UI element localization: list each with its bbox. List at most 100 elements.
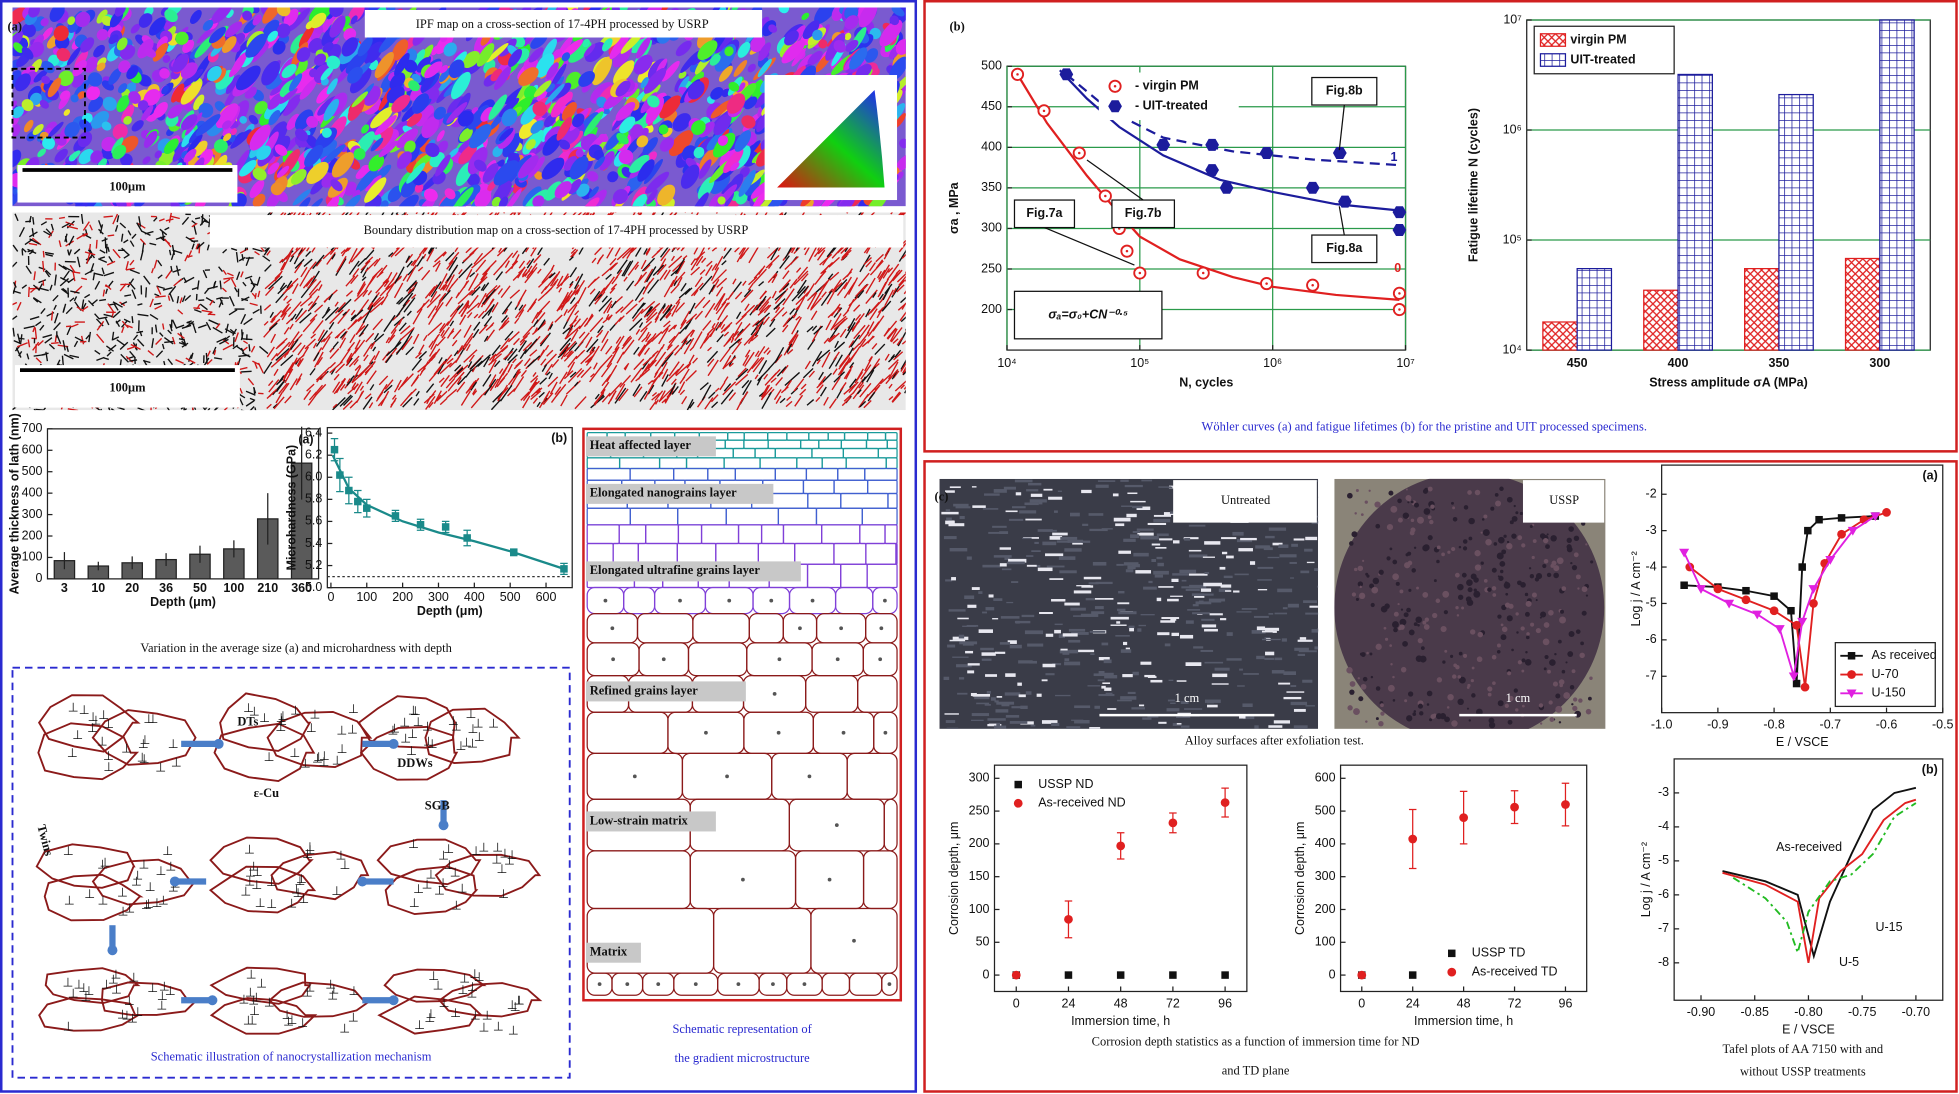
boundary (796, 295, 806, 311)
streak (1037, 567, 1053, 572)
streak (1257, 566, 1274, 569)
boundary (339, 348, 351, 364)
boundary (68, 235, 75, 246)
grain (568, 178, 582, 195)
streak (1265, 651, 1275, 656)
boundary (848, 347, 854, 356)
grain (341, 37, 359, 57)
boundary (126, 324, 133, 329)
boundary (901, 253, 906, 259)
grain (54, 148, 68, 163)
grain (215, 103, 239, 129)
boundary (606, 364, 618, 383)
boundary (442, 284, 448, 291)
boundary (551, 358, 560, 368)
boundary (646, 308, 657, 321)
grain (391, 94, 411, 113)
boundary (278, 375, 285, 383)
boundary (270, 333, 277, 344)
boundary (529, 377, 538, 391)
grain (736, 82, 746, 93)
grain (286, 113, 300, 131)
boundary (704, 397, 714, 410)
dislocation: ⊥ (450, 1006, 461, 1020)
boundary (473, 276, 488, 290)
streak (1268, 613, 1274, 615)
boundary (601, 330, 610, 344)
boundary (254, 250, 260, 256)
grain (304, 144, 324, 167)
boundary (642, 354, 656, 366)
boundary (308, 391, 317, 401)
boundary (364, 393, 372, 400)
boundary (12, 261, 18, 268)
dislocation: ⊥ (155, 761, 166, 775)
boundary (115, 319, 121, 324)
boundary (199, 303, 208, 311)
boundary (270, 317, 276, 324)
boundary (575, 275, 580, 282)
boundary (790, 334, 799, 348)
boundary (760, 384, 769, 398)
boundary (329, 347, 334, 353)
streak (1317, 496, 1319, 498)
boundary (524, 265, 533, 277)
streak (1136, 528, 1154, 531)
layer-label: Heat affected layer (590, 438, 692, 452)
boundary (193, 224, 197, 235)
boundary (317, 284, 323, 292)
boundary (741, 304, 756, 318)
boundary (205, 297, 216, 304)
boundary (372, 267, 383, 279)
boundary (49, 284, 53, 291)
boundary (365, 212, 369, 216)
boundary (902, 369, 906, 376)
grain (63, 109, 71, 116)
boundary (530, 375, 539, 383)
boundary (752, 357, 765, 373)
boundary (453, 371, 465, 385)
boundary (672, 261, 683, 272)
boundary (61, 222, 70, 229)
boundary (641, 336, 648, 343)
boundary (495, 344, 509, 357)
grain (845, 39, 859, 52)
dislocation: ⊥ (248, 994, 259, 1008)
boundary (405, 255, 411, 263)
boundary (270, 309, 283, 323)
boundary (558, 287, 563, 293)
boundary (334, 302, 346, 314)
boundary (567, 367, 583, 383)
streak (1167, 598, 1179, 602)
boundary (407, 288, 412, 294)
boundary (482, 260, 497, 276)
grain (415, 105, 434, 127)
boundary (447, 283, 454, 293)
boundary (855, 314, 862, 322)
grain (251, 37, 273, 63)
grain (67, 16, 76, 25)
boundary (470, 381, 478, 391)
boundary (350, 274, 359, 285)
boundary (537, 319, 546, 331)
boundary (91, 299, 98, 305)
dislocation: ⊥ (348, 984, 359, 998)
boundary (767, 272, 778, 284)
boundary (205, 321, 212, 331)
boundary (324, 306, 339, 321)
boundary (509, 289, 521, 299)
boundary (514, 311, 521, 319)
boundary (600, 362, 613, 378)
boundary (368, 402, 374, 409)
boundary (240, 347, 245, 354)
boundary (819, 270, 827, 278)
precipitate (597, 982, 602, 987)
streak (976, 702, 990, 705)
grain (578, 70, 595, 87)
boundary (695, 255, 704, 267)
boundary (351, 382, 357, 389)
boundary (242, 346, 248, 352)
boundary (181, 216, 190, 226)
boundary (710, 267, 720, 282)
boundary (448, 358, 459, 368)
